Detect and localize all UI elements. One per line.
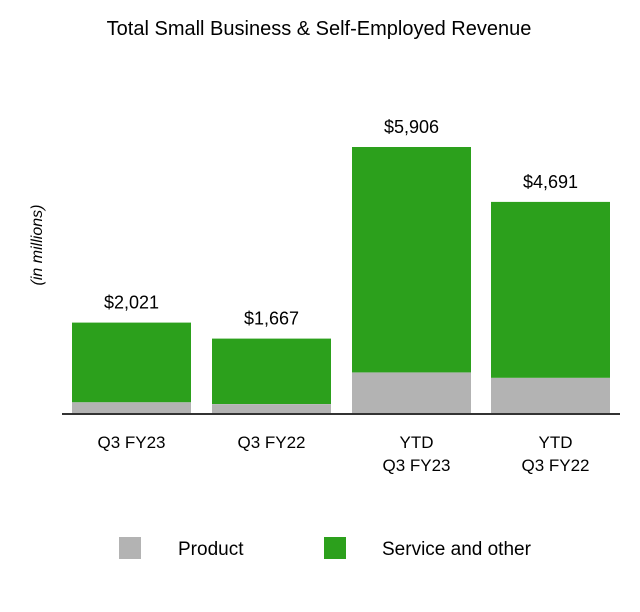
data-label-0: $2,021 [104,293,159,313]
chart-title: Total Small Business & Self-Employed Rev… [107,18,532,40]
bar-product-1 [212,404,331,414]
legend-label-product: Product [178,539,244,560]
labels-layer: $2,021 Q3 FY23 $1,667 Q3 FY22 $5,906 YTD Q3 FY… [97,117,589,475]
bar-product-0 [72,402,191,414]
bar-product-3 [491,377,610,414]
legend-label-service-and-other: Service and other [382,539,532,560]
x-tick-label-2-1: Q3 FY23 [382,456,450,475]
y-axis-label: (in millions) [29,205,46,286]
data-label-2: $5,906 [384,117,439,137]
bar-service-and-other-2 [352,147,471,373]
bar-service-and-other-1 [212,338,331,404]
data-label-1: $1,667 [244,309,299,329]
x-tick-label-2-0: YTD [400,433,434,452]
x-tick-label-1: Q3 FY22 [237,433,305,452]
legend-swatch-service-and-other [324,537,346,559]
bars-layer [72,147,610,414]
x-tick-label-3-0: YTD [539,433,573,452]
bar-service-and-other-3 [491,201,610,378]
bar-service-and-other-0 [72,322,191,403]
x-tick-label-3-1: Q3 FY22 [521,456,589,475]
bar-product-2 [352,372,471,414]
x-tick-label-0: Q3 FY23 [97,433,165,452]
legend: Product Service and other [119,537,532,560]
data-label-3: $4,691 [523,172,578,192]
legend-swatch-product [119,537,141,559]
